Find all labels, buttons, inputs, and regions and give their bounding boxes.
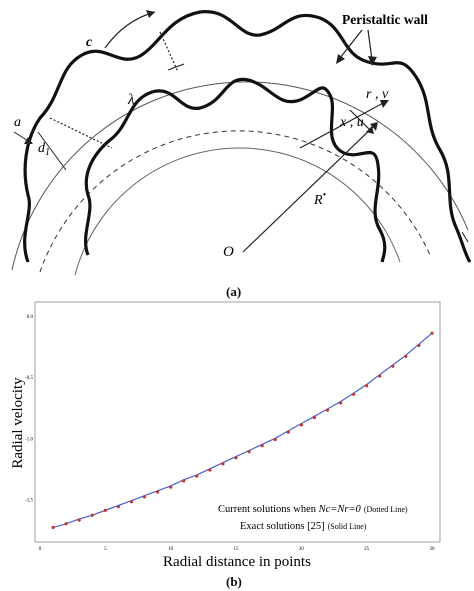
data-point xyxy=(286,430,290,434)
figure-b-caption: (b) xyxy=(226,574,242,589)
data-point xyxy=(391,364,395,368)
data-point xyxy=(312,415,316,420)
figure-a-caption: (a) xyxy=(226,284,242,299)
d1-label-sub: 1 xyxy=(45,147,50,158)
radius-arrowhead xyxy=(370,122,378,131)
data-point xyxy=(77,518,81,522)
data-point xyxy=(417,343,421,348)
wavelength-label: λ xyxy=(127,92,135,108)
d1-arrow xyxy=(37,131,67,171)
x-tick-label: 20 xyxy=(299,547,305,552)
amplitude-label: a xyxy=(14,115,21,130)
data-point xyxy=(208,468,212,472)
origin-label: O xyxy=(223,244,234,260)
d1-label-main: d xyxy=(38,141,46,156)
data-point xyxy=(404,354,408,359)
data-point xyxy=(365,384,369,388)
y-tick-labels: 0.0 -0.5 -1.0 -1.5 xyxy=(25,315,33,503)
plot-frame xyxy=(34,301,441,543)
x-tick-label: 10 xyxy=(168,547,174,552)
radial-coordinate-label: r , v xyxy=(366,87,389,102)
peristaltic-wall-label: Peristaltic wall xyxy=(342,12,428,27)
middle-dashed-arc xyxy=(39,130,431,273)
legend-line-2: Exact solutions [25] (Solid Line) xyxy=(240,521,367,532)
inner-reference-arc xyxy=(74,147,401,276)
x-axis-title: Radial distance in points xyxy=(163,554,311,570)
flow-arrowhead xyxy=(146,10,155,18)
wall-pointer-head-2 xyxy=(368,56,377,66)
data-point xyxy=(116,505,120,509)
data-point xyxy=(142,495,147,499)
amplitude-arrowhead xyxy=(24,137,33,144)
legend-line-1-prefix: Current solutions when xyxy=(218,504,319,515)
inner-wavy-wall xyxy=(83,77,387,263)
data-point xyxy=(273,437,277,442)
y-axis-title: Radial velocity xyxy=(10,377,26,469)
wall-pointer-head-1 xyxy=(336,54,345,64)
legend-line-2-suffix: (Solid Line) xyxy=(328,522,367,531)
x-tick-label: 15 xyxy=(234,547,240,552)
y-tick-label: -1.0 xyxy=(25,437,33,442)
data-point xyxy=(299,423,303,427)
data-point xyxy=(103,508,107,512)
x-tick-label: 5 xyxy=(104,547,107,552)
data-point xyxy=(247,450,251,454)
data-point xyxy=(90,513,94,517)
x-axis-arrow xyxy=(299,101,386,149)
wall-pointer-line-2 xyxy=(367,29,373,61)
axial-coordinate-label: x , u xyxy=(339,115,364,130)
plot-area: 0.0 -0.5 -1.0 -1.5 0 5 10 15 20 25 30 xyxy=(25,301,441,552)
wave-speed-label: c xyxy=(86,35,93,50)
legend-line-1-suffix: (Dotted Line) xyxy=(364,505,408,514)
exact-solution-line xyxy=(52,332,433,528)
wall-pointer-line-1 xyxy=(339,29,363,59)
y-tick-label: -0.5 xyxy=(25,376,33,381)
data-point xyxy=(51,525,55,530)
x-tick-label: 25 xyxy=(364,547,370,552)
d1-label: d1 xyxy=(38,141,50,158)
d1-dotted-line xyxy=(49,117,113,149)
data-point xyxy=(195,474,199,478)
peristaltic-wall-diagram: Peristaltic wall c a d1 λ x , u r , v R•… xyxy=(11,10,472,276)
mean-radius-superscript: • xyxy=(323,190,327,201)
x-axis-arrowhead xyxy=(380,100,389,108)
y-tick-label: -1.5 xyxy=(25,498,33,503)
data-point xyxy=(182,479,186,483)
current-solution-dots xyxy=(51,331,434,530)
radial-velocity-chart: 0.0 -0.5 -1.0 -1.5 0 5 10 15 20 25 30 Current sol… xyxy=(10,301,441,570)
legend-line-1-math: Nc=Nr=0 xyxy=(318,504,362,515)
data-point xyxy=(325,408,330,412)
radius-line xyxy=(242,124,376,253)
data-point xyxy=(129,500,134,504)
r-axis-arrow xyxy=(349,109,371,131)
mean-radius-symbol: R xyxy=(313,193,323,208)
data-point xyxy=(352,392,356,396)
data-point xyxy=(64,522,68,526)
mean-radius-label: R• xyxy=(313,190,327,208)
outer-wavy-wall xyxy=(23,10,472,263)
legend-line-2-text: Exact solutions [25] xyxy=(240,521,325,532)
wavelength-tick xyxy=(167,63,185,71)
data-point xyxy=(378,374,382,378)
data-point xyxy=(221,462,225,466)
data-point xyxy=(156,490,160,494)
data-point xyxy=(234,456,238,460)
x-tick-label: 30 xyxy=(430,547,436,552)
flow-direction-arrow xyxy=(104,11,156,49)
wavelength-dotted-line xyxy=(159,31,179,73)
x-tick-labels: 0 5 10 15 20 25 30 xyxy=(39,547,435,552)
data-point xyxy=(169,485,173,489)
data-point xyxy=(338,401,343,405)
x-tick-label: 0 xyxy=(39,547,42,552)
right-edge-tick xyxy=(461,231,469,243)
outer-reference-arc xyxy=(11,81,469,271)
y-tick-label: 0.0 xyxy=(27,315,34,320)
data-point xyxy=(260,444,264,448)
data-point xyxy=(430,331,434,335)
legend-line-1: Current solutions when Nc=Nr=0 (Dotted Li… xyxy=(218,504,408,515)
